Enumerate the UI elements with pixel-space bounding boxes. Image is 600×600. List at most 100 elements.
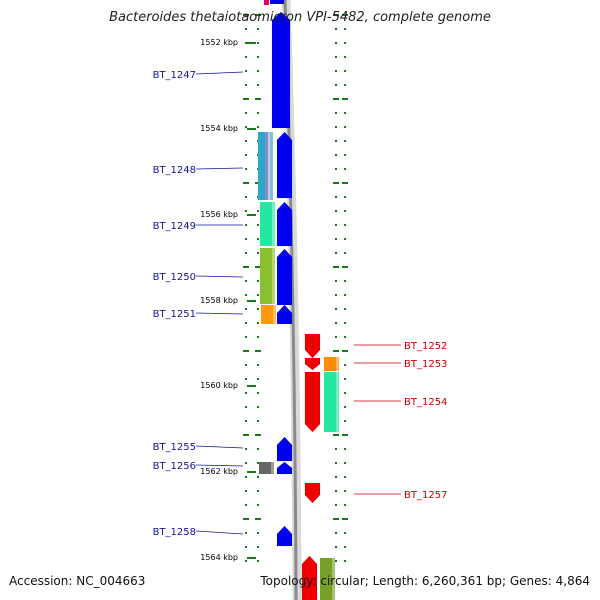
- tick-mark: [342, 518, 348, 520]
- gene-arrow-partial-top: [270, 0, 284, 4]
- tick-mark: [255, 518, 261, 520]
- tick-mark: [245, 504, 247, 506]
- kbp-tick: [247, 385, 256, 387]
- tick-mark: [344, 28, 346, 30]
- tick-mark: [335, 476, 337, 478]
- tick-mark: [344, 546, 346, 548]
- tick-mark: [333, 266, 339, 268]
- tick-mark: [333, 434, 339, 436]
- tick-mark: [335, 546, 337, 548]
- tick-mark: [342, 350, 348, 352]
- tick-mark: [243, 434, 249, 436]
- tick-mark: [257, 392, 259, 394]
- gene-arrow-forward: [271, 11, 291, 129]
- tick-mark: [335, 126, 337, 128]
- tick-mark: [333, 350, 339, 352]
- tick-mark: [245, 126, 247, 128]
- tick-mark: [257, 322, 259, 324]
- tick-mark: [245, 224, 247, 226]
- tick-mark: [257, 490, 259, 492]
- tick-mark: [335, 84, 337, 86]
- tick-mark: [344, 196, 346, 198]
- gene-arrow-reverse: [304, 371, 321, 433]
- tick-mark: [335, 154, 337, 156]
- tick-mark: [344, 42, 346, 44]
- tick-mark: [344, 420, 346, 422]
- tick-mark: [344, 84, 346, 86]
- tick-mark: [245, 392, 247, 394]
- cog-bar: [260, 248, 275, 304]
- tick-mark: [243, 182, 249, 184]
- tick-mark: [245, 546, 247, 548]
- gene-label-left: BT_1256: [153, 461, 196, 472]
- tick-mark: [245, 56, 247, 58]
- tick-mark: [257, 420, 259, 422]
- tick-mark: [342, 266, 348, 268]
- tick-mark: [245, 420, 247, 422]
- tick-mark: [255, 98, 261, 100]
- tick-mark: [342, 14, 348, 16]
- tick-mark: [344, 504, 346, 506]
- cog-bar-shade: [271, 462, 274, 474]
- tick-mark: [245, 336, 247, 338]
- tick-mark: [335, 70, 337, 72]
- gene-label-left: BT_1251: [153, 309, 196, 320]
- gene-label-right: BT_1254: [404, 397, 447, 408]
- cog-bar-stripe: [265, 132, 268, 200]
- tick-mark: [344, 378, 346, 380]
- cog-bar: [324, 357, 339, 371]
- kbp-label: 1556 kbp: [200, 210, 238, 219]
- gene-label-left: BT_1248: [153, 165, 196, 176]
- tick-mark: [255, 266, 261, 268]
- tick-mark: [335, 490, 337, 492]
- cog-bar-shade: [273, 305, 276, 324]
- tick-mark: [245, 280, 247, 282]
- kbp-tick: [247, 214, 256, 216]
- tick-mark: [245, 112, 247, 114]
- tick-mark: [344, 238, 346, 240]
- tick-mark: [344, 252, 346, 254]
- tick-mark: [257, 476, 259, 478]
- gene-arrow-forward: [276, 525, 293, 547]
- tick-mark: [245, 168, 247, 170]
- gene-label-leader-left: [195, 71, 244, 75]
- tick-mark: [344, 56, 346, 58]
- cog-bar: [261, 305, 276, 324]
- tick-mark: [333, 14, 339, 16]
- tick-mark: [344, 140, 346, 142]
- tick-mark: [342, 98, 348, 100]
- tick-mark: [344, 462, 346, 464]
- tick-mark: [335, 252, 337, 254]
- tick-mark: [257, 406, 259, 408]
- tick-mark: [257, 84, 259, 86]
- tick-mark: [245, 560, 247, 562]
- tick-mark: [344, 322, 346, 324]
- tick-mark: [342, 182, 348, 184]
- tick-mark: [344, 392, 346, 394]
- tick-mark: [344, 560, 346, 562]
- tick-mark: [344, 406, 346, 408]
- tick-mark: [335, 280, 337, 282]
- tick-mark: [335, 210, 337, 212]
- tick-mark: [342, 434, 348, 436]
- cog-bar-shade: [272, 248, 275, 304]
- tick-mark: [257, 252, 259, 254]
- tick-mark: [335, 462, 337, 464]
- tick-mark: [335, 56, 337, 58]
- tick-mark: [245, 294, 247, 296]
- gene-arrow-reverse: [304, 357, 321, 371]
- tick-mark: [243, 518, 249, 520]
- tick-mark: [344, 532, 346, 534]
- gene-arrow-forward: [276, 436, 293, 462]
- gene-label-leader-left: [195, 312, 244, 315]
- tick-mark: [257, 504, 259, 506]
- tick-mark: [335, 294, 337, 296]
- gene-label-right: BT_1253: [404, 359, 447, 370]
- kbp-label: 1552 kbp: [200, 38, 238, 47]
- gene-arrow-forward: [276, 131, 293, 199]
- tick-mark: [335, 238, 337, 240]
- tick-mark: [245, 308, 247, 310]
- tick-mark: [245, 70, 247, 72]
- tick-mark: [344, 448, 346, 450]
